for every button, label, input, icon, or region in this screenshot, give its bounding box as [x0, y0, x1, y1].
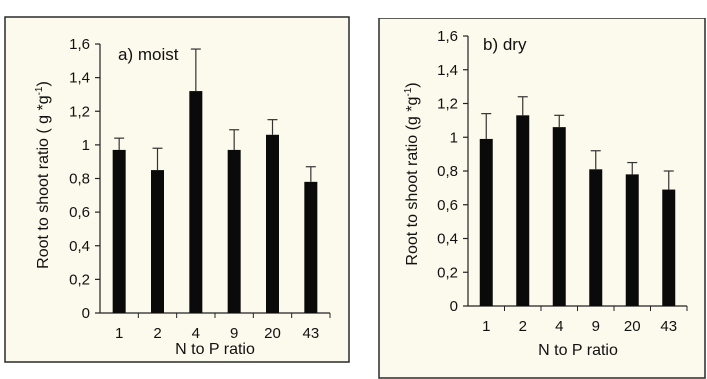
y-tick-label: 0,4: [437, 231, 458, 248]
x-tick-label: 4: [192, 325, 200, 342]
x-tick-label: 20: [264, 325, 281, 342]
y-tick-label: 0,4: [69, 238, 90, 255]
bar-1: [112, 149, 126, 313]
y-tick-label: 0,8: [437, 163, 458, 180]
y-axis-label-close: ): [35, 81, 52, 86]
y-tick-label: 1,6: [69, 36, 90, 53]
y-tick-label: 0: [82, 305, 90, 322]
y-tick-label: 0,6: [437, 197, 458, 214]
x-tick-label: 43: [302, 325, 319, 342]
bar-9: [589, 169, 603, 306]
x-tick-label: 9: [592, 318, 600, 335]
x-tick-label: 1: [482, 318, 490, 335]
y-tick-label: 1: [82, 137, 90, 154]
chart-panel-moist: 0 0,2 0,4 0,6 0,8 1 1,2 1,4 1,6 1 2 4 9 20 43 a) moist N…: [0, 0, 352, 379]
bar-20: [625, 174, 639, 306]
y-tick-label: 1,6: [437, 28, 458, 45]
y-tick-label: 1,2: [69, 103, 90, 120]
y-axis-label-superscript: -1: [34, 86, 45, 95]
y-axis-label-superscript: -1: [403, 87, 414, 96]
x-axis-label: N to P ratio: [538, 342, 618, 359]
y-axis-label-close: ): [404, 82, 421, 87]
y-tick-label: 1,4: [69, 70, 90, 87]
x-tick-label: 4: [555, 318, 563, 335]
bar-2: [151, 170, 164, 313]
bar-20: [266, 134, 279, 313]
chart-dry-svg: 0 0,2 0,4 0,6 0,8 1 1,2 1,4 1,6 1 2 4 9 20 43 b) dry N t…: [378, 18, 706, 379]
bar-2: [516, 115, 530, 306]
y-tick-label: 0: [450, 298, 458, 315]
y-axis-label: Root to shoot ratio (g *g-1): [403, 82, 421, 265]
y-tick-label: 1: [450, 129, 458, 146]
chart-moist-svg: 0 0,2 0,4 0,6 0,8 1 1,2 1,4 1,6 1 2 4 9 20 43 a) moist N…: [4, 16, 350, 363]
x-tick-label: 9: [230, 325, 238, 342]
bar-4: [552, 127, 566, 306]
y-tick-label: 1,2: [437, 96, 458, 113]
x-axis-label: N to P ratio: [175, 341, 255, 358]
x-tick-label: 2: [519, 318, 527, 335]
x-tick-label: 43: [660, 318, 677, 335]
bar-4: [189, 91, 203, 313]
y-tick-label: 0,2: [69, 271, 90, 288]
bar-43: [662, 189, 676, 306]
y-axis-label: Root to shoot ratio ( g *g-1): [34, 81, 52, 269]
y-tick-label: 1,4: [437, 62, 458, 79]
bar-1: [479, 138, 493, 306]
x-tick-label: 1: [115, 325, 123, 342]
y-axis-label-main: Root to shoot ratio (g *g: [404, 97, 421, 266]
chart-panel-dry: 0 0,2 0,4 0,6 0,8 1 1,2 1,4 1,6 1 2 4 9 20 43 b) dry N t…: [375, 18, 707, 379]
panel-frame: [4, 16, 350, 363]
y-tick-label: 0,6: [69, 204, 90, 221]
y-tick-label: 0,8: [69, 171, 90, 188]
panel-frame: [378, 18, 706, 379]
bar-43: [304, 181, 318, 313]
bar-9: [227, 149, 241, 313]
y-axis-label-main: Root to shoot ratio ( g *g: [35, 95, 52, 268]
x-tick-label: 2: [153, 325, 161, 342]
y-tick-label: 0,2: [437, 264, 458, 281]
panel-label: a) moist: [118, 45, 179, 64]
x-tick-label: 20: [624, 318, 641, 335]
panel-label: b) dry: [483, 35, 527, 54]
